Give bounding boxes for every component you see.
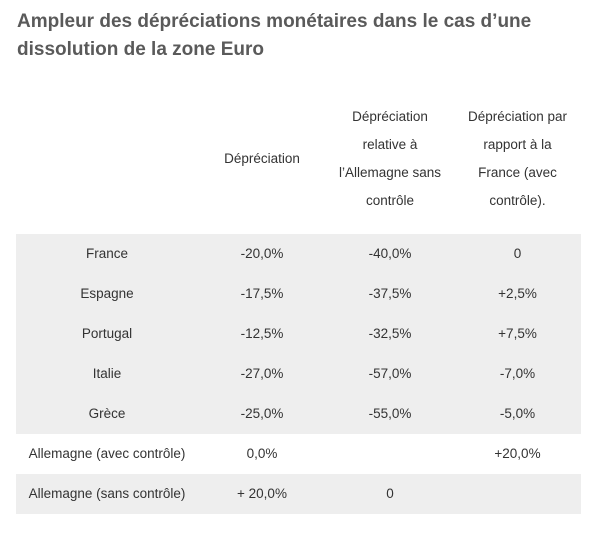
header-line: Dépréciation [224,151,300,166]
header-relative-france: Dépréciation par rapport à la France (av… [454,84,581,234]
country-cell: Espagne [16,274,198,314]
relative-germany-cell: 0 [326,474,454,514]
header-line: relative à [362,137,418,152]
table-row: Grèce -25,0% -55,0% -5,0% [16,394,581,434]
depreciation-cell: -17,5% [198,274,326,314]
relative-germany-cell: -57,0% [326,354,454,394]
table-header: Dépréciation Dépréciation relative à l’A… [16,84,581,234]
table-row: Allemagne (avec contrôle) 0,0% +20,0% [16,434,581,474]
table-row: Allemagne (sans contrôle) + 20,0% 0 [16,474,581,514]
relative-france-cell: -5,0% [454,394,581,434]
header-line: France (avec [478,165,557,180]
header-line: Dépréciation par [467,109,568,124]
header-line: l’Allemagne sans [338,165,442,180]
country-cell: Grèce [16,394,198,434]
table-row: Portugal -12,5% -32,5% +7,5% [16,314,581,354]
depreciation-cell: -27,0% [198,354,326,394]
country-cell: Portugal [16,314,198,354]
depreciation-cell: + 20,0% [198,474,326,514]
depreciation-cell: -25,0% [198,394,326,434]
table-row: Espagne -17,5% -37,5% +2,5% [16,274,581,314]
country-cell: Allemagne (avec contrôle) [28,446,186,461]
relative-france-cell: +2,5% [454,274,581,314]
relative-france-cell [454,474,581,514]
header-line: contrôle [365,193,415,208]
header-row: Dépréciation Dépréciation relative à l’A… [16,84,581,234]
relative-germany-cell: -40,0% [326,234,454,274]
country-cell: Allemagne (sans contrôle) [16,474,198,514]
relative-france-cell: -7,0% [454,354,581,394]
depreciation-cell: 0,0% [246,446,278,461]
relative-germany-cell [326,434,454,474]
relative-germany-cell: -55,0% [326,394,454,434]
depreciation-cell: -20,0% [198,234,326,274]
header-depreciation: Dépréciation [198,84,326,234]
relative-france-cell: 0 [454,234,581,274]
relative-germany-cell: -32,5% [326,314,454,354]
table-row: France -20,0% -40,0% 0 [16,234,581,274]
table-row: Italie -27,0% -57,0% -7,0% [16,354,581,394]
depreciation-cell: -12,5% [198,314,326,354]
relative-france-cell: +20,0% [494,446,541,461]
page-title: Ampleur des dépréciations monétaires dan… [17,11,532,60]
header-relative-germany: Dépréciation relative à l’Allemagne sans… [326,84,454,234]
header-country [16,84,198,234]
relative-france-cell: +7,5% [454,314,581,354]
header-line: Dépréciation [352,109,428,124]
header-line: rapport à la [483,137,552,152]
depreciation-table: Dépréciation Dépréciation relative à l’A… [16,84,581,514]
header-line: contrôle). [489,193,546,208]
table-body: France -20,0% -40,0% 0 Espagne -17,5% -3… [16,234,581,514]
country-cell: France [16,234,198,274]
relative-germany-cell: -37,5% [326,274,454,314]
country-cell: Italie [16,354,198,394]
